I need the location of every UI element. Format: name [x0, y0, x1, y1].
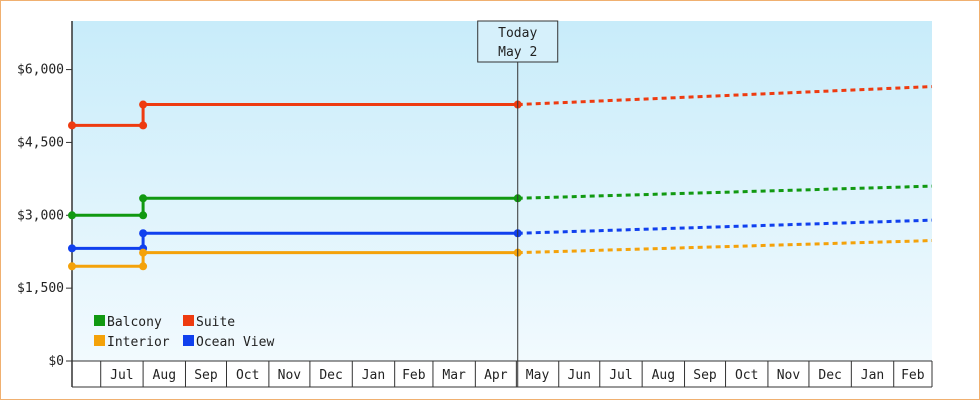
- series-point[interactable]: [139, 100, 148, 109]
- series-point[interactable]: [139, 248, 148, 257]
- y-axis: $0 $1,500 $3,000 $4,500 $6,000: [17, 21, 73, 387]
- series-point[interactable]: [68, 244, 76, 253]
- legend-label: Suite: [196, 315, 235, 330]
- y-tick-label: $6,000: [17, 63, 64, 78]
- series-projection-line: [517, 85, 933, 107]
- x-tick-label: Apr: [484, 368, 508, 383]
- x-tick-label: Nov: [278, 368, 302, 383]
- series-line: [72, 196, 518, 217]
- today-label: Today: [498, 26, 537, 41]
- series-point[interactable]: [139, 194, 148, 203]
- x-tick-label: Jan: [861, 368, 884, 383]
- today-date: May 2: [498, 45, 537, 60]
- series-point[interactable]: [139, 121, 148, 130]
- series-point[interactable]: [68, 262, 76, 271]
- series-projection-line: [517, 239, 933, 255]
- x-tick-label: Jul: [110, 368, 133, 383]
- x-tick-label: Jul: [609, 368, 632, 383]
- x-tick-label: Dec: [818, 368, 841, 383]
- series-point[interactable]: [68, 121, 76, 130]
- x-tick-label: Dec: [319, 368, 342, 383]
- x-tick-label: Aug: [153, 368, 176, 383]
- y-tick-label: $1,500: [17, 281, 64, 296]
- y-tick-label: $0: [48, 354, 64, 369]
- x-tick-label: Aug: [652, 368, 675, 383]
- x-tick-label: Jan: [362, 368, 385, 383]
- x-tick-label: Sep: [194, 368, 218, 383]
- series-projection-line: [517, 184, 933, 200]
- y-tick-label: $4,500: [17, 135, 64, 150]
- series-lines: [68, 85, 933, 271]
- x-tick-label: Jun: [568, 368, 591, 383]
- x-axis: Jul Aug Sep Oct Nov Dec Jan Feb Mar Apr May Jun Jul A…: [72, 360, 933, 388]
- today-box: [477, 20, 559, 63]
- legend-swatch: [94, 335, 105, 346]
- x-tick-label: Oct: [735, 368, 758, 383]
- series-point[interactable]: [139, 229, 148, 238]
- series-point[interactable]: [139, 211, 148, 220]
- x-tick-label: Sep: [693, 368, 717, 383]
- x-tick-label: Mar: [442, 368, 466, 383]
- legend-swatch: [183, 315, 194, 326]
- legend-label: Interior: [107, 335, 170, 350]
- today-marker: Today May 2: [477, 20, 559, 387]
- series-projection-line: [517, 218, 933, 235]
- x-tick-label: Oct: [236, 368, 259, 383]
- legend-swatch: [94, 315, 105, 326]
- series-point[interactable]: [68, 211, 76, 220]
- x-tick-label: May: [526, 368, 550, 383]
- legend-label: Balcony: [107, 315, 162, 330]
- legend-swatch: [183, 335, 194, 346]
- plot-background: [72, 21, 932, 361]
- legend: Balcony Suite Interior Ocean View: [94, 315, 274, 350]
- x-tick-label: Feb: [901, 368, 925, 383]
- y-tick-label: $3,000: [17, 208, 64, 223]
- series-line: [72, 103, 518, 127]
- x-tick-label: Feb: [402, 368, 426, 383]
- series-line: [72, 251, 518, 268]
- x-tick-label: Nov: [777, 368, 801, 383]
- legend-label: Ocean View: [196, 335, 274, 350]
- series-point[interactable]: [139, 262, 148, 271]
- series-line: [72, 231, 518, 250]
